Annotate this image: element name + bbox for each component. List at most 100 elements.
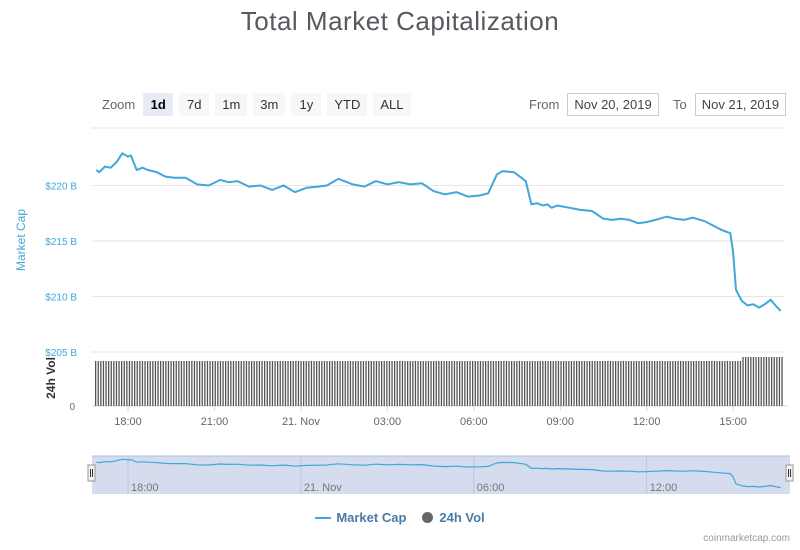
volume-bar <box>503 361 505 406</box>
volume-bar <box>552 361 554 406</box>
legend-market-cap[interactable]: Market Cap <box>315 510 406 525</box>
volume-bar <box>732 361 734 406</box>
zoom-1y-button[interactable]: 1y <box>291 93 322 116</box>
volume-bar <box>477 361 479 406</box>
volume-bar <box>368 361 370 406</box>
volume-bar <box>378 361 380 406</box>
volume-bar <box>680 361 682 406</box>
zoom-3m-button[interactable]: 3m <box>253 93 286 116</box>
volume-bar <box>409 361 411 406</box>
volume-bar <box>625 361 627 406</box>
volume-bar <box>251 361 253 406</box>
volume-bar <box>144 361 146 406</box>
volume-bar <box>323 361 326 406</box>
zoom-7d-button[interactable]: 7d <box>179 93 210 116</box>
volume-bar <box>261 361 263 406</box>
from-range: From Nov 20, 2019 <box>529 93 659 116</box>
navigator-right-handle <box>785 464 794 482</box>
volume-bar <box>245 361 248 406</box>
volume-bar <box>318 361 320 406</box>
volume-bar <box>370 361 372 406</box>
volume-bar <box>594 361 596 406</box>
volume-bar <box>331 361 333 406</box>
volume-bar <box>726 361 729 406</box>
volume-bar <box>492 361 495 406</box>
x-tick-label: 18:00 <box>114 416 142 428</box>
volume-bar <box>711 361 713 406</box>
to-label: To <box>673 97 687 112</box>
volume-bar <box>516 361 518 406</box>
zoom-all-button[interactable]: ALL <box>373 93 411 116</box>
volume-bar <box>219 361 222 406</box>
volume-bar <box>448 361 450 406</box>
from-date-input[interactable]: Nov 20, 2019 <box>567 93 659 116</box>
volume-bar <box>547 361 549 406</box>
zoom-label: Zoom <box>102 97 136 112</box>
volume-bar <box>443 361 445 406</box>
volume-bar <box>375 361 378 406</box>
volume-bar <box>739 361 742 406</box>
volume-bar <box>209 361 211 406</box>
volume-bar <box>165 361 167 406</box>
volume-bar <box>672 361 674 406</box>
volume-bar <box>238 361 240 406</box>
zoom-ytd-button[interactable]: YTD <box>327 93 368 116</box>
volume-bar <box>134 361 136 406</box>
volume-bar <box>482 361 484 406</box>
x-tick-label: 15:00 <box>719 416 747 428</box>
volume-bar <box>427 361 430 406</box>
from-label: From <box>529 97 560 112</box>
zoom-1d-button[interactable]: 1d <box>143 93 174 116</box>
volume-bar <box>214 361 216 406</box>
y-tick-label: $220 B <box>45 182 77 193</box>
volume-bar <box>747 357 749 406</box>
volume-bar <box>279 361 281 406</box>
volume-bar <box>565 361 567 406</box>
volume-bar <box>243 361 245 406</box>
volume-bar <box>126 361 128 406</box>
volume-bar <box>615 361 617 406</box>
navigator-left-handle <box>87 464 96 482</box>
volume-bar <box>750 357 752 406</box>
market-cap-legend-line-icon <box>315 516 332 519</box>
volume-bar <box>781 357 783 406</box>
volume-bar <box>394 361 396 406</box>
volume-bar <box>531 361 534 406</box>
volume-bar <box>643 361 645 406</box>
volume-bar <box>440 361 443 406</box>
volume-bar <box>175 361 177 406</box>
volume-bar <box>178 361 180 406</box>
volume-bar <box>414 361 417 406</box>
volume-bar <box>344 361 346 406</box>
volume-bar <box>108 361 110 406</box>
volume-bar <box>321 361 323 406</box>
volume-bar <box>505 361 508 406</box>
volume-bar <box>128 361 131 406</box>
volume-bar <box>373 361 375 406</box>
volume-bar <box>253 361 255 406</box>
volume-bar <box>417 361 419 406</box>
volume-bar <box>659 361 661 406</box>
volume-bar <box>407 361 409 406</box>
volume-bar <box>305 361 307 406</box>
volume-bar <box>292 361 294 406</box>
volume-bar <box>446 361 448 406</box>
legend-market-cap-label: Market Cap <box>336 510 407 525</box>
volume-bar <box>95 361 97 406</box>
volume-bar <box>498 361 500 406</box>
volume-bar <box>277 361 279 406</box>
volume-bar <box>227 361 229 406</box>
volume-bar <box>141 361 144 406</box>
volume-bar <box>472 361 474 406</box>
volume-bar <box>240 361 242 406</box>
volume-bar <box>334 361 336 406</box>
volume-bar <box>487 361 489 406</box>
volume-bar <box>716 361 718 406</box>
zoom-1m-button[interactable]: 1m <box>215 93 248 116</box>
volume-bar <box>495 361 497 406</box>
to-date-input[interactable]: Nov 21, 2019 <box>694 93 787 116</box>
volume-bar <box>336 361 339 406</box>
legend-24h-vol[interactable]: 24h Vol <box>422 510 485 525</box>
volume-bar <box>147 361 149 406</box>
